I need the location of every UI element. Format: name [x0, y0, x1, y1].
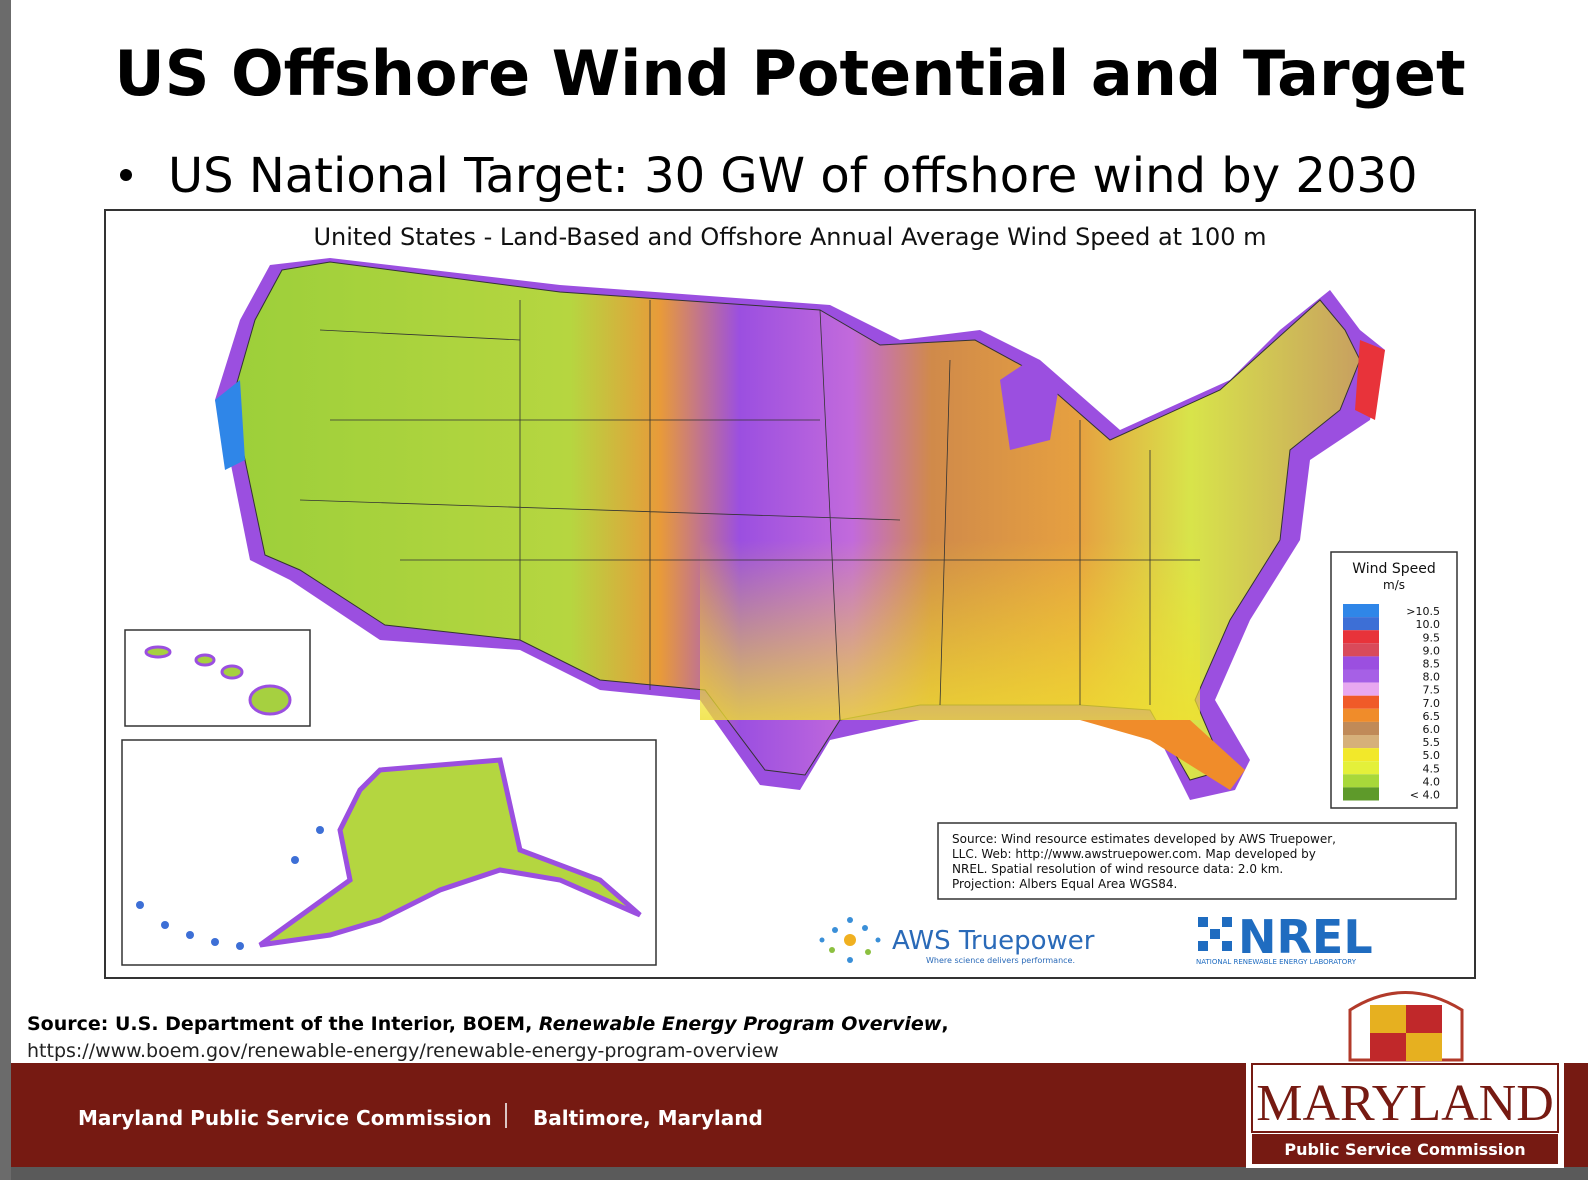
- legend-swatch: [1343, 643, 1379, 657]
- bullet-dot: [120, 169, 132, 181]
- legend-swatch: [1343, 774, 1379, 788]
- source-prefix: Source: U.S. Department of the Interior,…: [27, 1013, 539, 1035]
- aws-logo: AWS Truepower Where science delivers per…: [819, 917, 1095, 965]
- logo-sub-band: [1252, 1134, 1558, 1164]
- hawaii-islands: [144, 645, 292, 716]
- legend-swatch: [1343, 761, 1379, 775]
- source-note-line: Projection: Albers Equal Area WGS84.: [952, 877, 1177, 891]
- legend-label: 6.5: [1423, 710, 1441, 723]
- gulf-shelf: [1080, 720, 1245, 790]
- nrel-name: NREL: [1238, 910, 1373, 964]
- legend-label: 7.0: [1423, 697, 1441, 710]
- legend-swatch: [1343, 630, 1379, 644]
- source-title: Renewable Energy Program Overview: [539, 1013, 942, 1035]
- footer-organization: Maryland Public Service Commission: [78, 1106, 492, 1130]
- legend-label: 4.0: [1423, 775, 1441, 788]
- logo-sub: Public Service Commission: [1284, 1140, 1525, 1159]
- footer-location: Baltimore, Maryland: [533, 1106, 763, 1130]
- legend-label: >10.5: [1406, 605, 1440, 618]
- legend-swatch: [1343, 604, 1379, 618]
- map-title: United States - Land-Based and Offshore …: [313, 223, 1266, 251]
- slide-source: Source: U.S. Department of the Interior,…: [27, 1013, 949, 1035]
- source-note-line: Source: Wind resource estimates develope…: [952, 832, 1336, 846]
- great-lakes: [1000, 360, 1060, 450]
- legend-label: < 4.0: [1410, 789, 1440, 802]
- legend-swatch: [1343, 682, 1379, 696]
- legend-label: 6.0: [1423, 723, 1441, 736]
- south-shading: [700, 540, 1200, 720]
- source-note-frame: [937, 822, 1457, 900]
- alaska: [258, 757, 642, 948]
- legend-swatch: [1343, 787, 1379, 801]
- legend-label: 5.0: [1423, 749, 1441, 762]
- northeast-high: [1355, 340, 1385, 420]
- flag-q1: [1370, 1005, 1406, 1033]
- source-note-line: LLC. Web: http://www.awstruepower.com. M…: [952, 847, 1316, 861]
- flag-q2: [1406, 1005, 1442, 1033]
- legend-swatch: [1343, 669, 1379, 683]
- legend-title: Wind Speed: [1352, 561, 1436, 577]
- legend-label: 9.5: [1423, 631, 1441, 644]
- legend-swatch: [1343, 617, 1379, 631]
- logo-name: MARYLAND: [1256, 1075, 1554, 1132]
- logo-name-box: [1251, 1063, 1559, 1133]
- aws-tagline: Where science delivers performance.: [926, 956, 1075, 965]
- legend-label: 9.0: [1423, 644, 1441, 657]
- flag-q3: [1370, 1033, 1406, 1061]
- legend-swatch: [1343, 735, 1379, 749]
- legend-swatch: [1343, 748, 1379, 762]
- window-edge: [0, 0, 11, 1180]
- source-suffix: ,: [941, 1013, 948, 1035]
- aws-dots: [819, 917, 881, 963]
- legend-label: 10.0: [1416, 618, 1441, 631]
- legend-swatch: [1343, 721, 1379, 735]
- west-coast-high: [215, 380, 245, 470]
- legend-label: 8.5: [1423, 658, 1441, 671]
- nrel-tagline: NATIONAL RENEWABLE ENERGY LABORATORY: [1196, 958, 1357, 966]
- source-note-line: NREL. Spatial resolution of wind resourc…: [952, 862, 1283, 876]
- legend-label: 5.5: [1423, 736, 1441, 749]
- legend-label: 7.5: [1423, 684, 1441, 697]
- source-note: Source: Wind resource estimates develope…: [952, 832, 1336, 891]
- aws-name: AWS Truepower: [892, 926, 1095, 956]
- legend-label: 8.0: [1423, 671, 1441, 684]
- legend: Wind Speed m/s >10.510.09.59.08.58.07.57…: [1330, 551, 1458, 809]
- legend-swatch: [1343, 656, 1379, 670]
- slide-title: US Offshore Wind Potential and Target: [114, 37, 1465, 110]
- legend-swatch: [1343, 708, 1379, 722]
- source-url: https://www.boem.gov/renewable-energy/re…: [27, 1040, 779, 1062]
- bullet-text: US National Target: 30 GW of offshore wi…: [168, 148, 1418, 204]
- maryland-logo: MARYLAND Public Service Commission: [1246, 991, 1564, 1168]
- map: United States - Land-Based and Offshore …: [104, 209, 1476, 979]
- nrel-logo: NREL NATIONAL RENEWABLE ENERGY LABORATOR…: [1196, 910, 1373, 966]
- aleutians: [136, 826, 324, 950]
- nrel-mark: [1198, 917, 1232, 951]
- legend-label: 4.5: [1423, 762, 1441, 775]
- window-bottom: [11, 1167, 1588, 1180]
- state-lines: [299, 300, 1200, 721]
- flag-q4: [1406, 1033, 1442, 1061]
- legend-unit: m/s: [1383, 578, 1405, 592]
- legend-swatch: [1343, 695, 1379, 709]
